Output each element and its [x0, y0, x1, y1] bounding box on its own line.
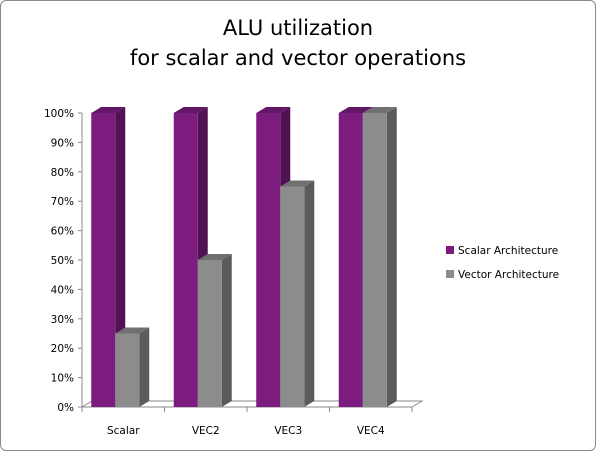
x-category-label: Scalar	[107, 425, 140, 437]
bar-vector-architecture-vec3	[280, 180, 315, 407]
bar-side-face	[304, 180, 315, 407]
bar-top-face	[197, 254, 232, 260]
bar-front-face	[115, 333, 140, 407]
bar-front-face	[338, 113, 363, 407]
x-category-label: VEC4	[357, 425, 385, 437]
y-axis-ticks: 0% 10% 20% 30% 40% 50% 60% 70% 80% 90% 100%	[44, 108, 82, 414]
y-tick-label: 10%	[51, 373, 74, 385]
chart-title-line-2: for scalar and vector operations	[130, 46, 466, 70]
bar-front-face	[256, 113, 281, 407]
bar-front-face	[280, 186, 305, 407]
bar-side-face	[221, 254, 232, 407]
bar-top-face	[362, 107, 397, 113]
chart-legend: Scalar Architecture Vector Architecture	[446, 245, 559, 281]
bar-vector-architecture-scalar	[115, 327, 150, 407]
y-tick-label: 90%	[51, 137, 74, 149]
y-tick-label: 70%	[51, 196, 74, 208]
y-tick-label: 40%	[51, 284, 74, 296]
y-tick-label: 60%	[51, 226, 74, 238]
bar-vector-architecture-vec4	[362, 107, 397, 407]
bar-top-face	[338, 107, 373, 113]
bar-front-face	[173, 113, 198, 407]
legend-swatch	[446, 270, 454, 278]
bar-top-face	[280, 180, 315, 187]
chart-title: ALU utilization for scalar and vector ope…	[130, 16, 466, 70]
x-axis-categories: Scalar VEC2 VEC3 VEC4	[81, 407, 413, 437]
bar-side-face	[386, 107, 397, 407]
bar-vector-architecture-vec2	[197, 254, 232, 407]
y-tick-label: 30%	[51, 314, 74, 326]
y-tick-label: 50%	[51, 255, 74, 267]
chart-title-line-1: ALU utilization	[223, 16, 373, 40]
y-tick-label: 100%	[44, 108, 74, 120]
legend-label: Vector Architecture	[458, 269, 559, 281]
y-tick-label: 0%	[57, 402, 74, 414]
legend-swatch	[446, 246, 454, 254]
legend-label: Scalar Architecture	[458, 245, 558, 257]
y-tick-label: 80%	[51, 167, 74, 179]
bar-top-face	[256, 107, 291, 113]
bar-top-face	[173, 107, 208, 113]
bar-front-face	[362, 113, 387, 407]
x-category-label: VEC2	[192, 425, 220, 437]
bar-front-face	[197, 260, 222, 407]
chart-bars	[91, 107, 397, 407]
y-tick-label: 20%	[51, 343, 74, 355]
bar-side-face	[139, 327, 150, 407]
bar-top-face	[115, 327, 150, 334]
x-category-label: VEC3	[274, 425, 302, 437]
bar-front-face	[91, 113, 116, 407]
bar-top-face	[91, 107, 126, 113]
